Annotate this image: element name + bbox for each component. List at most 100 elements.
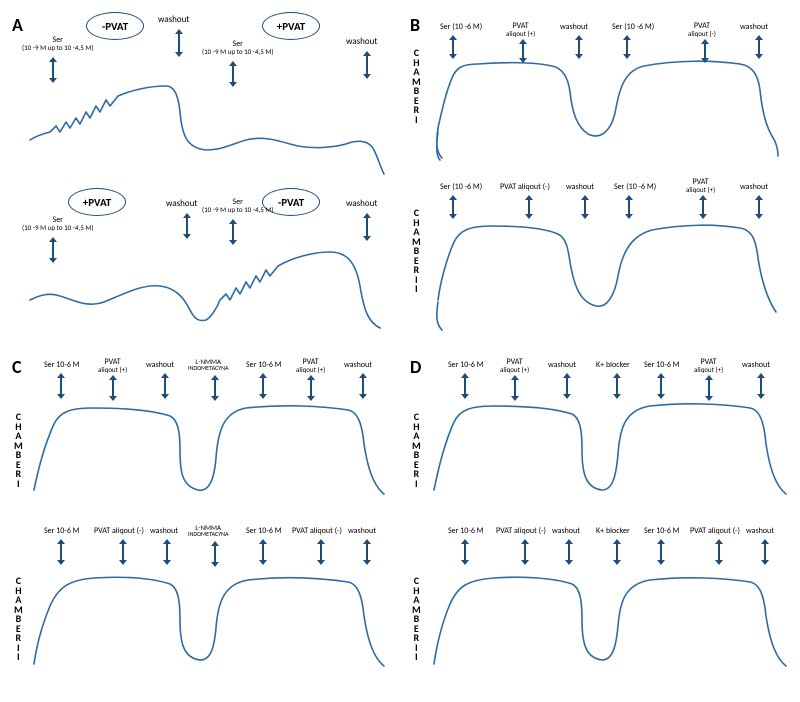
annotation-label: Ser(10 -9 M up to 10 -4,5 M): [202, 40, 273, 55]
annotation-label: washout: [566, 182, 594, 192]
annotation-label: Ser 10-6 M: [44, 526, 80, 536]
annotation-arrow-icon: [52, 238, 54, 262]
annotation-arrow-icon: [760, 374, 762, 398]
annotation-label: washout: [348, 526, 376, 536]
annotation-label: PVATaliqout (+): [500, 358, 529, 373]
annotation-arrow-icon: [718, 540, 720, 564]
panel-label-A: A: [12, 14, 23, 36]
annotation-arrow-icon: [112, 376, 114, 400]
annotation-arrow-icon: [166, 540, 168, 564]
annotation-label: PVAT aliqout (-): [496, 526, 546, 536]
annotation-arrow-icon: [758, 36, 760, 58]
annotation-arrow-icon: [452, 36, 454, 58]
annotation-arrow-icon: [60, 540, 62, 564]
annotation-arrow-icon: [764, 540, 766, 564]
annotation-arrow-icon: [60, 374, 62, 398]
annotation-arrow-icon: [262, 540, 264, 564]
annotation-arrow-icon: [464, 374, 466, 398]
chamber-label: CHAMBERI: [412, 48, 421, 124]
annotation-arrow-icon: [704, 40, 706, 62]
annotation-arrow-icon: [626, 36, 628, 58]
annotation-label: washout: [548, 360, 576, 370]
annotation-arrow-icon: [366, 214, 368, 240]
annotation-label: Ser 10-6 M: [644, 526, 680, 536]
annotation-label: PVATaliqout (-): [688, 22, 716, 37]
trace-B-top: [437, 61, 778, 160]
annotation-label: Ser 10-6 M: [44, 360, 80, 370]
annotation-arrow-icon: [758, 196, 760, 218]
annotation-label: washout: [560, 22, 588, 32]
annotation-label: washout: [742, 360, 770, 370]
annotation-label: PVAT aliqout (-): [690, 526, 740, 536]
pvat-bubble: +PVAT: [262, 12, 320, 40]
annotation-arrow-icon: [214, 542, 216, 566]
annotation-label: PVAT aliqout (-): [292, 526, 342, 536]
annotation-label: Ser (10 -6 M): [440, 182, 482, 192]
annotation-arrow-icon: [164, 374, 166, 398]
annotation-label: Ser 10-6 M: [448, 360, 484, 370]
annotation-arrow-icon: [464, 540, 466, 564]
annotation-label: washout: [346, 36, 377, 47]
annotation-label: Ser(10 -9 M up to 10 -4,5 M): [202, 198, 273, 213]
annotation-arrow-icon: [660, 540, 662, 564]
annotation-label: Ser 10-6 M: [644, 360, 680, 370]
annotation-arrow-icon: [628, 196, 630, 218]
chamber-label: CHAMBERI: [14, 412, 23, 488]
annotation-label: Ser (10 -6 M): [614, 182, 656, 192]
annotation-label: Ser 10-6 M: [246, 526, 282, 536]
annotation-arrow-icon: [232, 62, 234, 86]
trace-C-top: [34, 406, 384, 494]
annotation-arrow-icon: [566, 374, 568, 398]
panel-label-C: C: [12, 356, 22, 378]
annotation-arrow-icon: [262, 374, 264, 398]
annotation-label: washout: [146, 360, 174, 370]
annotation-arrow-icon: [232, 220, 234, 244]
annotation-arrow-icon: [366, 52, 368, 78]
annotation-arrow-icon: [528, 196, 530, 218]
trace-A-top: [30, 86, 384, 174]
annotation-label: PVAT aliqout (-): [500, 182, 550, 192]
annotation-label: Ser 10-6 M: [246, 360, 282, 370]
trace-B-bot: [437, 225, 776, 330]
annotation-arrow-icon: [320, 540, 322, 564]
annotation-label: Ser(10 -9 M up to 10 -4,5 M): [22, 36, 93, 51]
annotation-label: washout: [552, 526, 580, 536]
pvat-bubble: +PVAT: [68, 188, 126, 216]
annotation-label: PVATaliqout (+): [98, 358, 127, 373]
trace-C-bot: [34, 577, 384, 666]
chamber-label: CHAMBERII: [412, 576, 421, 662]
annotation-label: washout: [346, 198, 377, 209]
trace-D-top: [434, 404, 786, 494]
annotation-label: washout: [166, 198, 197, 209]
annotation-arrow-icon: [616, 374, 618, 398]
panel-label-D: D: [410, 356, 421, 378]
annotation-arrow-icon: [616, 540, 618, 564]
annotation-label: PVATaliqout (+): [506, 22, 535, 37]
annotation-arrow-icon: [584, 196, 586, 218]
chamber-label: CHAMBERII: [412, 208, 421, 294]
annotation-label: Ser(10 -9 M up to 10 -4,5 M): [22, 216, 93, 231]
annotation-label: washout: [740, 22, 768, 32]
chamber-label: CHAMBERII: [14, 576, 23, 662]
annotation-label: L-NMMAINDOMETACYNA: [188, 524, 228, 537]
annotation-label: washout: [150, 526, 178, 536]
annotation-label: K+ blocker: [596, 526, 630, 536]
annotation-label: Ser (10 -6 M): [440, 22, 482, 32]
curves-svg: [0, 0, 800, 697]
pvat-bubble: -PVAT: [86, 12, 144, 40]
annotation-arrow-icon: [702, 196, 704, 218]
annotation-arrow-icon: [578, 36, 580, 58]
trace-A-bot: [30, 252, 380, 328]
annotation-label: washout: [158, 14, 189, 25]
annotation-arrow-icon: [522, 40, 524, 62]
annotation-label: PVATaliqout (+): [296, 358, 325, 373]
annotation-label: K+ blocker: [596, 360, 630, 370]
trace-D-bot: [434, 577, 786, 666]
chamber-label: CHAMBERI: [412, 412, 421, 488]
annotation-arrow-icon: [310, 376, 312, 400]
annotation-label: Ser 10-6 M: [448, 526, 484, 536]
annotation-arrow-icon: [366, 540, 368, 564]
annotation-label: Ser (10 -6 M): [612, 22, 654, 32]
annotation-label: washout: [740, 182, 768, 192]
annotation-label: washout: [344, 360, 372, 370]
